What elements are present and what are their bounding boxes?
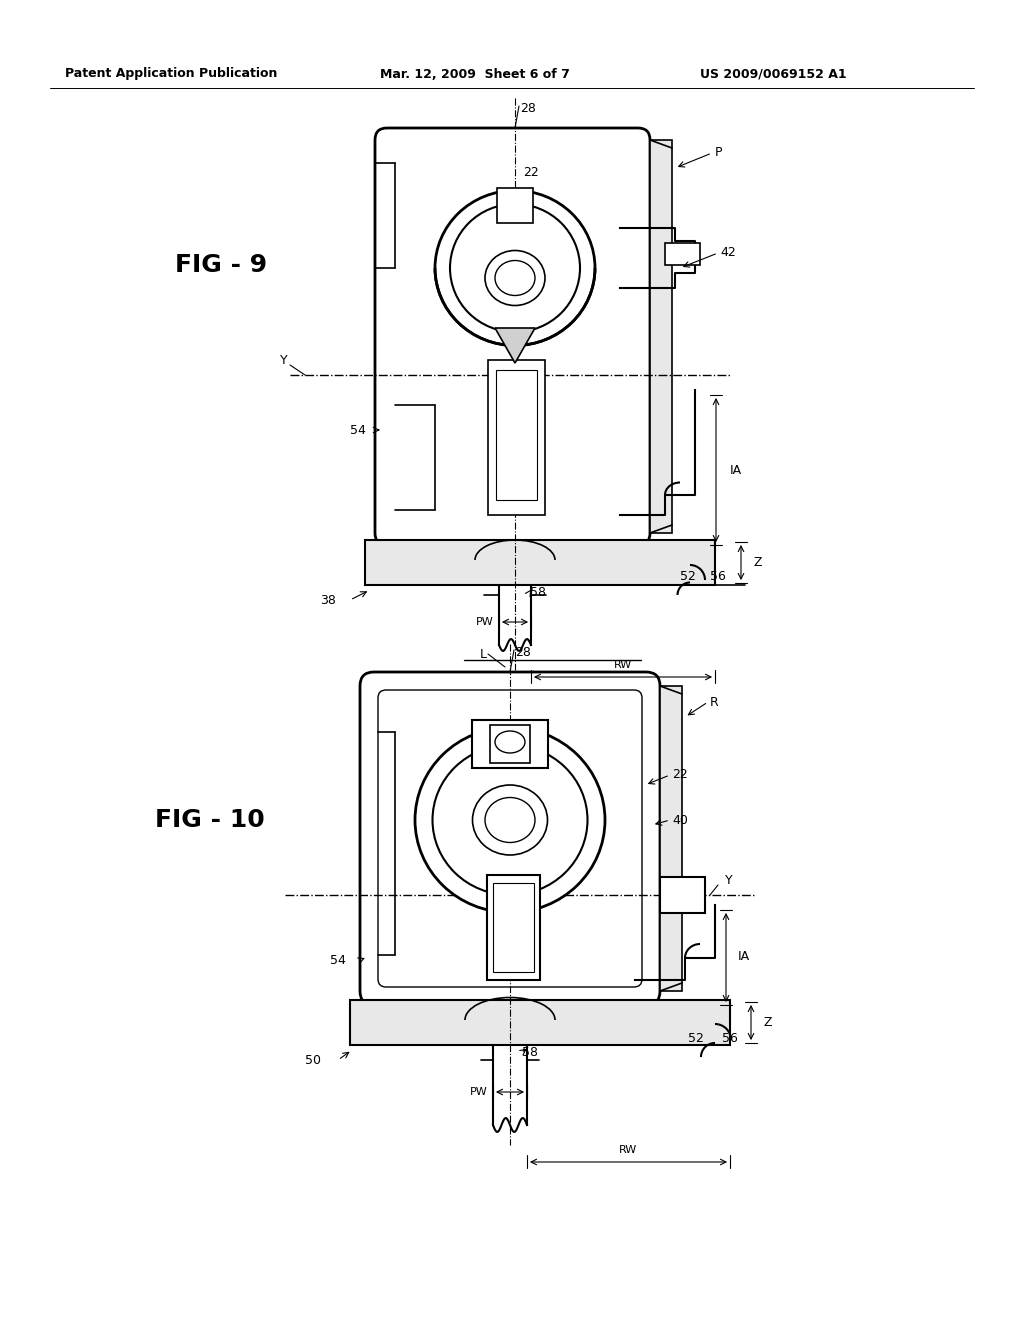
Text: 52: 52 <box>688 1032 703 1045</box>
Text: 50: 50 <box>305 1053 321 1067</box>
Text: 22: 22 <box>672 768 688 781</box>
Text: Z: Z <box>763 1015 771 1028</box>
Text: 22: 22 <box>523 166 539 180</box>
Text: Patent Application Publication: Patent Application Publication <box>65 67 278 81</box>
Text: 42: 42 <box>720 247 736 260</box>
Ellipse shape <box>450 205 580 333</box>
Text: 40: 40 <box>672 813 688 826</box>
Text: FIG - 10: FIG - 10 <box>155 808 265 832</box>
Text: Mar. 12, 2009  Sheet 6 of 7: Mar. 12, 2009 Sheet 6 of 7 <box>380 67 570 81</box>
Bar <box>487 875 540 979</box>
FancyBboxPatch shape <box>375 128 650 545</box>
Text: IA: IA <box>730 463 742 477</box>
Text: Y: Y <box>725 874 732 887</box>
Text: Z: Z <box>753 556 762 569</box>
Text: US 2009/0069152 A1: US 2009/0069152 A1 <box>700 67 847 81</box>
Text: 58: 58 <box>522 1047 538 1060</box>
Text: PW: PW <box>476 616 494 627</box>
Text: 54: 54 <box>330 953 346 966</box>
Text: 28: 28 <box>515 645 530 659</box>
Text: RW: RW <box>618 1144 637 1155</box>
Bar <box>350 1001 730 1045</box>
FancyBboxPatch shape <box>360 672 660 1005</box>
Text: 38: 38 <box>319 594 336 606</box>
Bar <box>490 725 530 763</box>
Text: RW: RW <box>613 660 632 671</box>
Text: 56: 56 <box>722 1032 738 1045</box>
Text: IA: IA <box>738 950 751 964</box>
Bar <box>660 686 682 991</box>
Ellipse shape <box>495 260 535 296</box>
Polygon shape <box>495 327 535 363</box>
Ellipse shape <box>485 797 535 842</box>
Bar <box>488 360 545 515</box>
Text: PW: PW <box>470 1086 488 1097</box>
Text: Y: Y <box>280 354 288 367</box>
Text: 56: 56 <box>710 570 726 583</box>
Ellipse shape <box>485 251 545 305</box>
Text: 58: 58 <box>530 586 546 599</box>
Text: 52: 52 <box>680 570 696 583</box>
Bar <box>650 140 672 533</box>
Ellipse shape <box>432 744 588 895</box>
Text: L: L <box>480 648 487 660</box>
Bar <box>365 540 715 585</box>
Ellipse shape <box>495 731 525 752</box>
Bar <box>660 876 705 913</box>
Bar <box>665 243 700 265</box>
Text: R: R <box>710 696 719 709</box>
Ellipse shape <box>472 785 548 855</box>
Text: P: P <box>715 147 723 160</box>
Text: FIG - 9: FIG - 9 <box>175 253 267 277</box>
Ellipse shape <box>435 190 595 346</box>
Ellipse shape <box>415 727 605 912</box>
Bar <box>493 883 534 972</box>
Text: 28: 28 <box>520 102 536 115</box>
Bar <box>472 719 548 768</box>
Text: 54: 54 <box>350 424 366 437</box>
Bar <box>497 187 534 223</box>
Bar <box>496 370 537 500</box>
